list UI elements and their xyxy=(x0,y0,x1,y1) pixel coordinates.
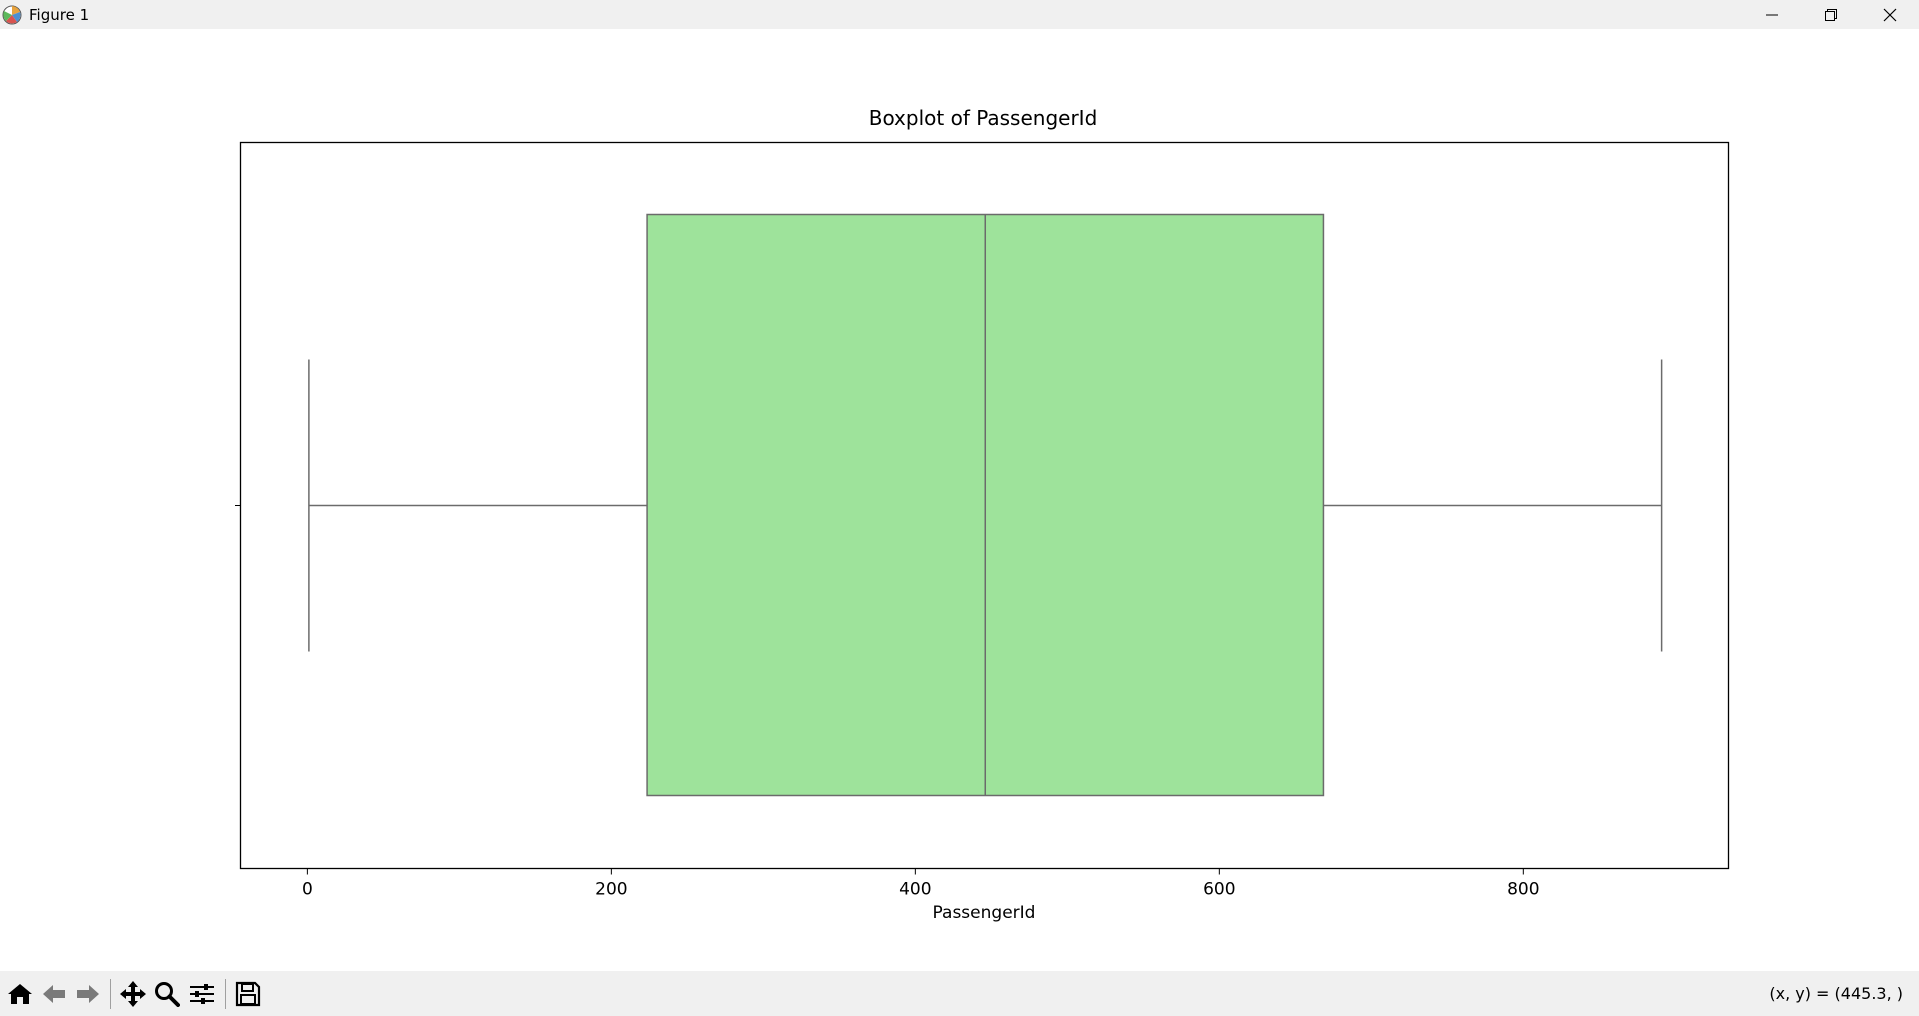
minimize-icon xyxy=(1765,14,1778,15)
restore-icon xyxy=(1824,8,1837,21)
forward-button[interactable] xyxy=(71,976,105,1012)
pan-button[interactable] xyxy=(116,976,150,1012)
plot-area xyxy=(308,213,1663,797)
configure-subplots-icon xyxy=(190,983,214,1004)
matplotlib-app-icon xyxy=(2,5,22,24)
home-button[interactable] xyxy=(3,976,37,1012)
close-button[interactable] xyxy=(1860,0,1919,29)
x-tick-label: 600 xyxy=(1203,880,1235,900)
save-button[interactable] xyxy=(231,976,265,1012)
zoom-button[interactable] xyxy=(150,976,184,1012)
window-controls xyxy=(1742,0,1919,29)
pan-icon xyxy=(120,980,146,1007)
forward-arrow-icon xyxy=(77,984,99,1003)
x-axis: 0 200 400 600 800 xyxy=(302,868,1540,900)
toolbar-separator xyxy=(110,978,111,1009)
zoom-icon xyxy=(155,981,180,1007)
close-icon xyxy=(1883,8,1896,21)
restore-button[interactable] xyxy=(1801,0,1860,29)
home-icon xyxy=(8,983,32,1004)
toolbar-separator xyxy=(225,978,226,1009)
x-tick-label: 0 xyxy=(302,880,313,900)
figure-canvas[interactable]: Boxplot of PassengerId 0 200 400 600 800 Pas… xyxy=(0,29,1919,971)
x-axis-label: PassengerId xyxy=(933,903,1036,923)
save-icon xyxy=(235,981,261,1006)
window-title: Figure 1 xyxy=(29,5,90,24)
minimize-button[interactable] xyxy=(1742,0,1801,29)
back-arrow-icon xyxy=(43,984,65,1003)
cursor-coordinates: (x, y) = (445.3, ) xyxy=(1769,984,1903,1003)
navigation-toolbar xyxy=(0,971,1919,1016)
window-titlebar: Figure 1 xyxy=(0,0,1919,29)
x-tick-label: 800 xyxy=(1507,880,1539,900)
x-tick-label: 400 xyxy=(899,880,931,900)
chart-title: Boxplot of PassengerId xyxy=(869,106,1098,130)
x-tick-label: 200 xyxy=(595,880,627,900)
back-button[interactable] xyxy=(37,976,71,1012)
configure-subplots-button[interactable] xyxy=(184,976,220,1012)
